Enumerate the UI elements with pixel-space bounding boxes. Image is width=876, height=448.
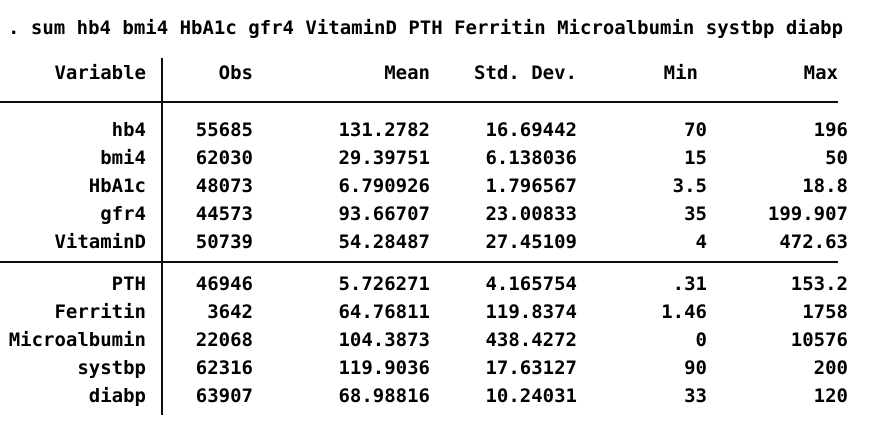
cell-obs: 55685 (195, 119, 253, 141)
cell-min: 4 (695, 231, 707, 253)
cell-variable: gfr4 (100, 203, 146, 225)
table-row: HbA1c 48073 6.790926 1.796567 3.5 18.8 (0, 172, 848, 200)
cell-max: 472.63 (779, 231, 848, 253)
cell-max: 18.8 (802, 175, 848, 197)
cell-std-dev: 17.63127 (485, 357, 577, 379)
col-header-variable: Variable (54, 62, 146, 84)
cell-std-dev: 1.796567 (485, 175, 577, 197)
cell-mean: 6.790926 (338, 175, 430, 197)
col-header-min: Min (663, 62, 698, 84)
cell-variable: Ferritin (54, 301, 146, 323)
col-header-mean: Mean (384, 62, 430, 84)
cell-mean: 68.98816 (338, 385, 430, 407)
cell-max: 10576 (790, 329, 848, 351)
cell-mean: 93.66707 (338, 203, 430, 225)
cell-variable: PTH (111, 273, 146, 295)
table-row: Ferritin 3642 64.76811 119.8374 1.46 175… (0, 298, 848, 326)
cell-mean: 104.3873 (338, 329, 430, 351)
cell-std-dev: 16.69442 (485, 119, 577, 141)
table-row: bmi4 62030 29.39751 6.138036 15 50 (0, 144, 848, 172)
cell-min: 0 (695, 329, 707, 351)
cell-min: 33 (684, 385, 707, 407)
cell-obs: 3642 (207, 301, 253, 323)
cell-min: .31 (672, 273, 707, 295)
command-line: . sum hb4 bmi4 HbA1c gfr4 VitaminD PTH F… (8, 17, 844, 39)
cell-max: 196 (813, 119, 848, 141)
column-divider (161, 58, 163, 415)
cell-std-dev: 4.165754 (485, 273, 577, 295)
cell-mean: 64.76811 (338, 301, 430, 323)
cell-variable: Microalbumin (8, 329, 146, 351)
table-row: PTH 46946 5.726271 4.165754 .31 153.2 (0, 270, 848, 298)
cell-obs: 50739 (195, 231, 253, 253)
cell-mean: 119.9036 (338, 357, 430, 379)
cell-std-dev: 438.4272 (485, 329, 577, 351)
cell-min: 3.5 (672, 175, 707, 197)
cell-obs: 44573 (195, 203, 253, 225)
cell-max: 50 (825, 147, 848, 169)
table-row: Microalbumin 22068 104.3873 438.4272 0 1… (0, 326, 848, 354)
cell-std-dev: 27.45109 (485, 231, 577, 253)
cell-mean: 29.39751 (338, 147, 430, 169)
cell-variable: VitaminD (54, 231, 146, 253)
cell-min: 35 (684, 203, 707, 225)
col-header-obs: Obs (218, 62, 253, 84)
cell-mean: 131.2782 (338, 119, 430, 141)
table-row: VitaminD 50739 54.28487 27.45109 4 472.6… (0, 228, 848, 256)
cell-variable: HbA1c (88, 175, 146, 197)
col-header-std-dev: Std. Dev. (474, 62, 577, 84)
cell-mean: 5.726271 (338, 273, 430, 295)
cell-max: 120 (813, 385, 848, 407)
col-header-max: Max (803, 62, 838, 84)
cell-std-dev: 6.138036 (485, 147, 577, 169)
cell-max: 1758 (802, 301, 848, 323)
cell-variable: diabp (88, 385, 146, 407)
cell-variable: systbp (77, 357, 146, 379)
cell-min: 1.46 (661, 301, 707, 323)
cell-std-dev: 23.00833 (485, 203, 577, 225)
cell-variable: hb4 (111, 119, 146, 141)
table-header-row: Variable Obs Mean Std. Dev. Min Max (0, 59, 838, 87)
cell-std-dev: 10.24031 (485, 385, 577, 407)
cell-mean: 54.28487 (338, 231, 430, 253)
cell-max: 200 (813, 357, 848, 379)
cell-obs: 46946 (195, 273, 253, 295)
table-row: hb4 55685 131.2782 16.69442 70 196 (0, 116, 848, 144)
cell-variable: bmi4 (100, 147, 146, 169)
table-row: systbp 62316 119.9036 17.63127 90 200 (0, 354, 848, 382)
cell-obs: 62030 (195, 147, 253, 169)
cell-obs: 62316 (195, 357, 253, 379)
cell-min: 70 (684, 119, 707, 141)
table-row: gfr4 44573 93.66707 23.00833 35 199.907 (0, 200, 848, 228)
table-row: diabp 63907 68.98816 10.24031 33 120 (0, 382, 848, 410)
cell-max: 199.907 (767, 203, 848, 225)
cell-obs: 22068 (195, 329, 253, 351)
block-separator-rule (0, 261, 838, 263)
cell-max: 153.2 (790, 273, 848, 295)
cell-min: 15 (684, 147, 707, 169)
header-rule (0, 101, 838, 103)
cell-min: 90 (684, 357, 707, 379)
cell-obs: 63907 (195, 385, 253, 407)
cell-std-dev: 119.8374 (485, 301, 577, 323)
cell-obs: 48073 (195, 175, 253, 197)
